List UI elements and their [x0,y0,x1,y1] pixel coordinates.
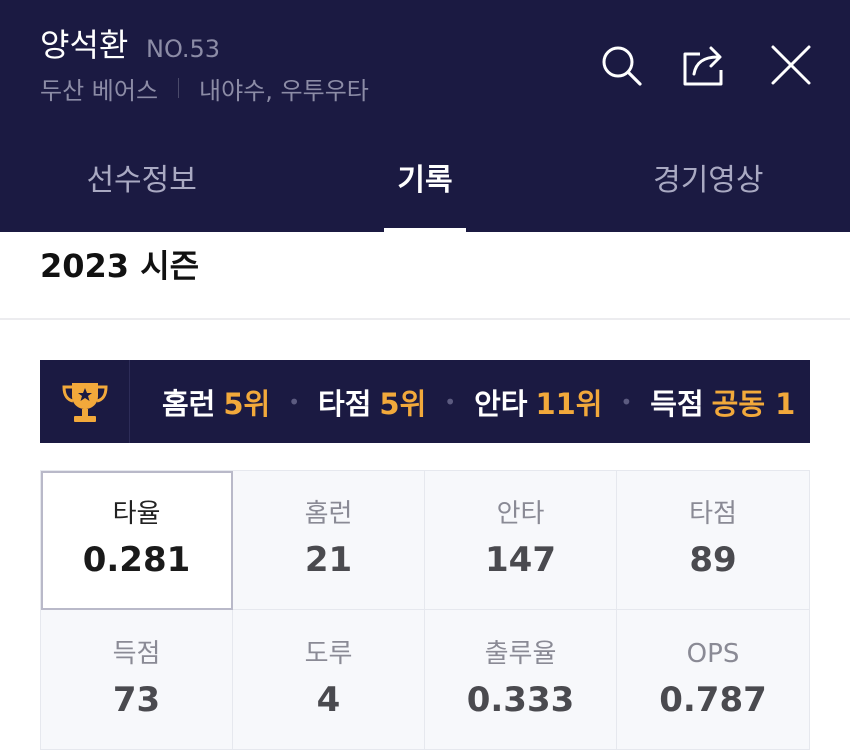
stat-label: OPS [686,638,740,669]
stat-value: 0.281 [82,540,191,580]
rank-item-runs: 득점 공동 1 [650,381,795,423]
stat-cell-rbi[interactable]: 타점 89 [617,471,809,610]
rank-item-hits: 안타 11위 [474,381,602,423]
player-number: NO.53 [146,35,221,63]
close-icon [771,45,811,85]
stat-value: 0.333 [466,679,575,720]
season-title: 2023 시즌 [40,247,200,285]
team-name[interactable]: 두산 베어스 [40,76,159,105]
stats-grid: 타율 0.281 홈런 21 안타 147 타점 89 득점 73 도루 4 출… [40,470,810,750]
tab-game-videos[interactable]: 경기영상 [653,163,764,198]
search-button[interactable] [596,40,646,90]
stat-cell-runs[interactable]: 득점 73 [41,610,233,749]
stat-cell-homerun[interactable]: 홈런 21 [233,471,425,610]
rank-separator: • [444,389,457,414]
player-header: 양석환 NO.53 두산 베어스 내야수, 우투우타 선수정보 기록 경기영상 [0,0,850,232]
rank-label: 안타 [474,386,528,421]
stat-label: 타점 [689,499,737,529]
stat-label: 도루 [304,638,353,669]
rank-value: 5위 [223,386,271,421]
stat-value: 21 [304,540,353,580]
tab-records[interactable]: 기록 [283,134,566,232]
stat-value: 0.787 [659,679,767,720]
stat-label: 안타 [496,499,545,529]
rank-separator: • [288,389,301,414]
share-icon [683,46,723,86]
stat-cell-hits[interactable]: 안타 147 [425,471,617,610]
player-name: 양석환 [40,26,129,64]
team-info: 두산 베어스 내야수, 우투우타 [40,72,369,105]
tab-player-info[interactable]: 선수정보 [86,163,197,198]
rank-label: 득점 [650,386,704,421]
share-button[interactable] [680,40,730,90]
stat-cell-ops[interactable]: OPS 0.787 [617,610,809,749]
rank-item-rbi: 타점 5위 [318,381,426,423]
close-button[interactable] [766,40,816,90]
rank-label: 홈런 [162,386,216,421]
stat-label: 출루율 [484,638,557,669]
stat-cell-obp[interactable]: 출루율 0.333 [425,610,617,749]
rank-label: 타점 [318,386,372,421]
rank-value: 11위 [535,386,603,421]
rank-value: 5위 [379,386,427,421]
team-separator [178,78,180,98]
rank-item-homerun: 홈런 5위 [162,381,270,423]
stat-value: 4 [316,679,341,720]
tab-bar: 선수정보 기록 경기영상 [0,134,850,232]
stat-value: 89 [689,540,737,580]
stat-value: 147 [485,540,556,580]
section-divider [0,318,850,320]
rank-separator: • [620,389,633,414]
stat-value: 73 [112,679,161,720]
stat-label: 홈런 [304,499,353,529]
rank-value: 공동 1 [711,386,796,421]
trophy-icon [40,360,130,443]
stat-label: 타율 [112,499,161,529]
stat-cell-avg[interactable]: 타율 0.281 [41,471,233,610]
ranking-bar[interactable]: 홈런 5위 • 타점 5위 • 안타 11위 • 득점 공동 1 [40,360,810,443]
search-icon [602,46,642,86]
stat-cell-steals[interactable]: 도루 4 [233,610,425,749]
ranking-list: 홈런 5위 • 타점 5위 • 안타 11위 • 득점 공동 1 [162,360,795,443]
stat-label: 득점 [112,638,161,669]
player-position: 내야수, 우투우타 [199,76,369,105]
